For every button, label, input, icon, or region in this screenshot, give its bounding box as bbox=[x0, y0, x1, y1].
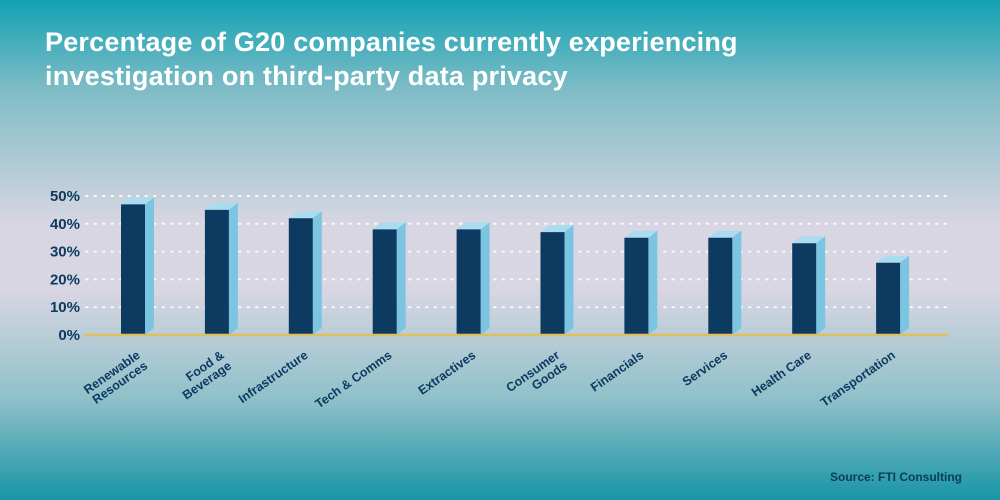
bar-extractives: Extractives bbox=[416, 222, 490, 398]
bar-side-face bbox=[648, 230, 658, 335]
bar-services: Services bbox=[680, 230, 742, 389]
bar-front-face bbox=[624, 237, 649, 335]
bar-side-face bbox=[732, 230, 742, 335]
bar-top-face bbox=[121, 197, 154, 205]
bar-top-face bbox=[540, 225, 574, 233]
bar-top-face bbox=[792, 236, 826, 244]
bar-top-face bbox=[456, 222, 490, 230]
x-tick-label-consumer-goods: ConsumerGoods bbox=[504, 348, 570, 406]
y-tick-label-20: 20% bbox=[50, 271, 80, 288]
bar-front-face bbox=[876, 262, 901, 335]
bar-food-beverage: Food &Beverage bbox=[172, 202, 238, 402]
bar-top-face bbox=[876, 255, 910, 263]
bar-front-face bbox=[204, 209, 229, 335]
bar-renewable-resources: RenewableResources bbox=[81, 197, 154, 407]
x-tick-label-health-care: Health Care bbox=[749, 348, 814, 399]
bar-front-face bbox=[456, 229, 481, 335]
x-tick-label-tech-comms: Tech & Comms bbox=[313, 348, 395, 411]
y-tick-label-0: 0% bbox=[58, 327, 80, 344]
bar-side-face bbox=[480, 222, 490, 335]
source-credit: Source: FTI Consulting bbox=[830, 470, 962, 484]
x-tick-label-services: Services bbox=[680, 348, 730, 389]
y-tick-label-30: 30% bbox=[50, 244, 80, 261]
bar-top-face bbox=[624, 230, 658, 238]
bar-front-face bbox=[708, 237, 733, 335]
bar-side-face bbox=[396, 222, 406, 335]
x-tick-label-transportation: Transportation bbox=[818, 348, 898, 410]
bar-side-face bbox=[145, 197, 154, 335]
y-tick-label-40: 40% bbox=[50, 216, 80, 233]
bar-financials: Financials bbox=[588, 230, 658, 395]
bar-top-face bbox=[204, 202, 238, 210]
bar-side-face bbox=[564, 225, 574, 335]
bar-front-face bbox=[372, 229, 397, 335]
bar-side-face bbox=[900, 255, 910, 335]
x-tick-label-renewable-resources: RenewableResources bbox=[81, 348, 150, 408]
chart-title: Percentage of G20 companies currently ex… bbox=[45, 27, 738, 91]
bar-side-face bbox=[816, 236, 826, 335]
y-tick-label-10: 10% bbox=[50, 299, 80, 316]
x-tick-label-food-beverage: Food &Beverage bbox=[172, 348, 234, 402]
bar-front-face bbox=[121, 204, 145, 335]
x-tick-label-infrastructure: Infrastructure bbox=[236, 348, 311, 406]
bar-infrastructure: Infrastructure bbox=[236, 211, 322, 406]
bar-front-face bbox=[792, 243, 817, 335]
bar-side-face bbox=[228, 202, 238, 335]
bar-side-face bbox=[312, 211, 322, 335]
bar-top-face bbox=[708, 230, 742, 238]
bar-front-face bbox=[540, 232, 565, 335]
x-tick-label-extractives: Extractives bbox=[416, 348, 479, 398]
bar-top-face bbox=[288, 211, 322, 219]
y-tick-label-50: 50% bbox=[50, 188, 80, 205]
x-tick-label-financials: Financials bbox=[588, 348, 646, 395]
bar-front-face bbox=[288, 218, 313, 335]
bar-health-care: Health Care bbox=[749, 236, 826, 399]
bar-transportation: Transportation bbox=[818, 255, 910, 410]
bar-top-face bbox=[372, 222, 406, 230]
